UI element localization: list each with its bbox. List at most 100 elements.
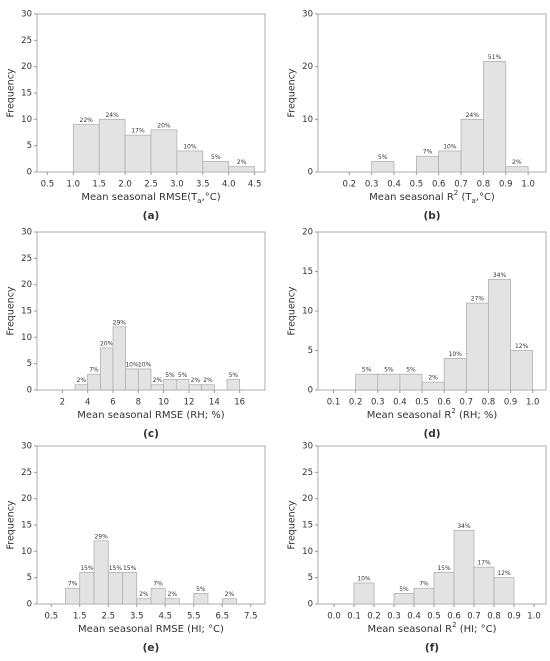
bar bbox=[164, 598, 180, 605]
value-label: 10% bbox=[125, 361, 139, 368]
value-label: 7% bbox=[68, 581, 78, 588]
value-label: 34% bbox=[457, 523, 471, 530]
panel: 0 5 10 15 20 25 30 0.0 0.1 0.2 0.3 0.4 0.5 0.6 0.7 0.8 0… bbox=[287, 442, 547, 654]
y-tick-label: 0 bbox=[308, 386, 313, 396]
y-tick-label: 20 bbox=[302, 228, 313, 238]
value-label: 5% bbox=[165, 372, 175, 379]
x-tick-label: 0.4 bbox=[387, 180, 401, 190]
x-label-part: 2 bbox=[451, 407, 455, 415]
panel-label: (f) bbox=[425, 642, 439, 654]
y-tick-label: 25 bbox=[21, 36, 32, 46]
y-tick-label: 0 bbox=[27, 168, 32, 178]
value-label: 34% bbox=[493, 272, 507, 279]
y-tick-label: 25 bbox=[21, 468, 32, 478]
bar bbox=[393, 593, 415, 605]
bar bbox=[421, 381, 445, 391]
panel: 0 5 10 15 20 0.1 0.2 0.3 0.4 0.5 0.6 0.7 0.8 0.9 1.0 5%… bbox=[287, 228, 547, 440]
value-label: 2% bbox=[225, 591, 235, 598]
x-tick-label: 2.5 bbox=[101, 612, 115, 622]
x-tick-label: 14 bbox=[209, 398, 220, 408]
bar bbox=[465, 302, 489, 391]
value-label: 17% bbox=[131, 128, 145, 135]
x-tick-label: 0.9 bbox=[499, 180, 513, 190]
x-tick-label: 0.5 bbox=[44, 612, 58, 622]
bar bbox=[122, 572, 138, 605]
value-label: 5% bbox=[211, 154, 221, 161]
value-label: 12% bbox=[515, 343, 529, 350]
bar bbox=[125, 368, 139, 391]
y-axis-label: Frequency bbox=[287, 286, 298, 335]
panel-label: (e) bbox=[143, 642, 160, 654]
x-tick-label: 0.3 bbox=[371, 398, 385, 408]
bar bbox=[188, 384, 203, 391]
bar bbox=[416, 155, 440, 173]
x-tick-label: 0.9 bbox=[507, 612, 521, 622]
x-tick-label: 3.5 bbox=[196, 180, 210, 190]
y-tick-label: 15 bbox=[21, 521, 32, 531]
bar bbox=[377, 373, 401, 391]
x-tick-label: 0.5 bbox=[410, 180, 424, 190]
y-tick-label: 30 bbox=[302, 10, 313, 20]
x-tick-label: 4.5 bbox=[158, 612, 172, 622]
x-tick-label: 2.0 bbox=[118, 180, 132, 190]
y-tick-label: 10 bbox=[302, 115, 313, 125]
value-label: 10% bbox=[443, 143, 457, 150]
y-tick-label: 0 bbox=[27, 386, 32, 396]
panel-label: (a) bbox=[143, 210, 160, 222]
bar bbox=[221, 598, 237, 605]
x-tick-label: 0.2 bbox=[367, 612, 381, 622]
x-tick-label: 1.0 bbox=[67, 180, 81, 190]
value-label: 2% bbox=[139, 591, 149, 598]
x-tick-label: 4.0 bbox=[222, 180, 236, 190]
value-label: 5% bbox=[378, 154, 388, 161]
x-tick-label: 0.7 bbox=[460, 398, 474, 408]
x-tick-label: 0.3 bbox=[387, 612, 401, 622]
y-tick-label: 15 bbox=[302, 521, 313, 531]
value-label: 2% bbox=[168, 591, 178, 598]
bar bbox=[87, 373, 101, 391]
value-label: 2% bbox=[191, 377, 201, 384]
bar bbox=[175, 379, 190, 391]
x-tick-label: 10 bbox=[158, 398, 169, 408]
y-tick-label: 5 bbox=[27, 573, 32, 583]
y-tick-label: 10 bbox=[302, 547, 313, 557]
bar bbox=[201, 384, 215, 391]
value-label: 27% bbox=[471, 296, 485, 303]
bar bbox=[438, 150, 462, 173]
bar bbox=[112, 326, 127, 391]
bar bbox=[79, 572, 95, 605]
y-tick-label: 20 bbox=[21, 280, 32, 290]
x-axis-label: Mean seasonal RMSE(Ta,°C) bbox=[81, 192, 220, 205]
value-label: 20% bbox=[157, 122, 171, 129]
y-tick-label: 10 bbox=[21, 115, 32, 125]
y-tick-label: 20 bbox=[21, 62, 32, 72]
x-tick-label: 0.1 bbox=[327, 398, 341, 408]
x-label-part: (RH; %) bbox=[456, 410, 498, 421]
panel: 0 5 10 15 20 25 30 0.5 1.5 2.5 3.5 4.5 5.5 6.5 7.5 7% 15… bbox=[6, 442, 266, 654]
y-tick-label: 15 bbox=[302, 267, 313, 277]
bar bbox=[176, 150, 204, 173]
bar bbox=[413, 587, 435, 605]
value-label: 24% bbox=[466, 112, 480, 119]
panel-label: (d) bbox=[423, 428, 440, 440]
x-tick-label: 5.5 bbox=[187, 612, 201, 622]
y-axis-label: Frequency bbox=[287, 500, 298, 549]
bar bbox=[371, 161, 395, 173]
y-tick-label: 20 bbox=[21, 494, 32, 504]
bar bbox=[460, 118, 484, 173]
value-label: 7% bbox=[153, 581, 163, 588]
x-tick-label: 0.5 bbox=[427, 612, 441, 622]
bar bbox=[150, 129, 178, 173]
x-tick-label: 1.0 bbox=[521, 180, 535, 190]
value-label: 2% bbox=[77, 377, 87, 384]
value-label: 5% bbox=[178, 372, 188, 379]
x-tick-label: 0.8 bbox=[487, 612, 501, 622]
x-axis-label: Mean seasonal RMSE (RH; %) bbox=[77, 410, 225, 421]
y-axis-label: Frequency bbox=[287, 68, 298, 117]
y-tick-label: 30 bbox=[21, 10, 32, 20]
x-label-part: Mean seasonal RMSE(T bbox=[81, 192, 198, 203]
x-tick-label: 3.0 bbox=[170, 180, 184, 190]
y-tick-label: 10 bbox=[21, 547, 32, 557]
value-label: 10% bbox=[183, 143, 197, 150]
